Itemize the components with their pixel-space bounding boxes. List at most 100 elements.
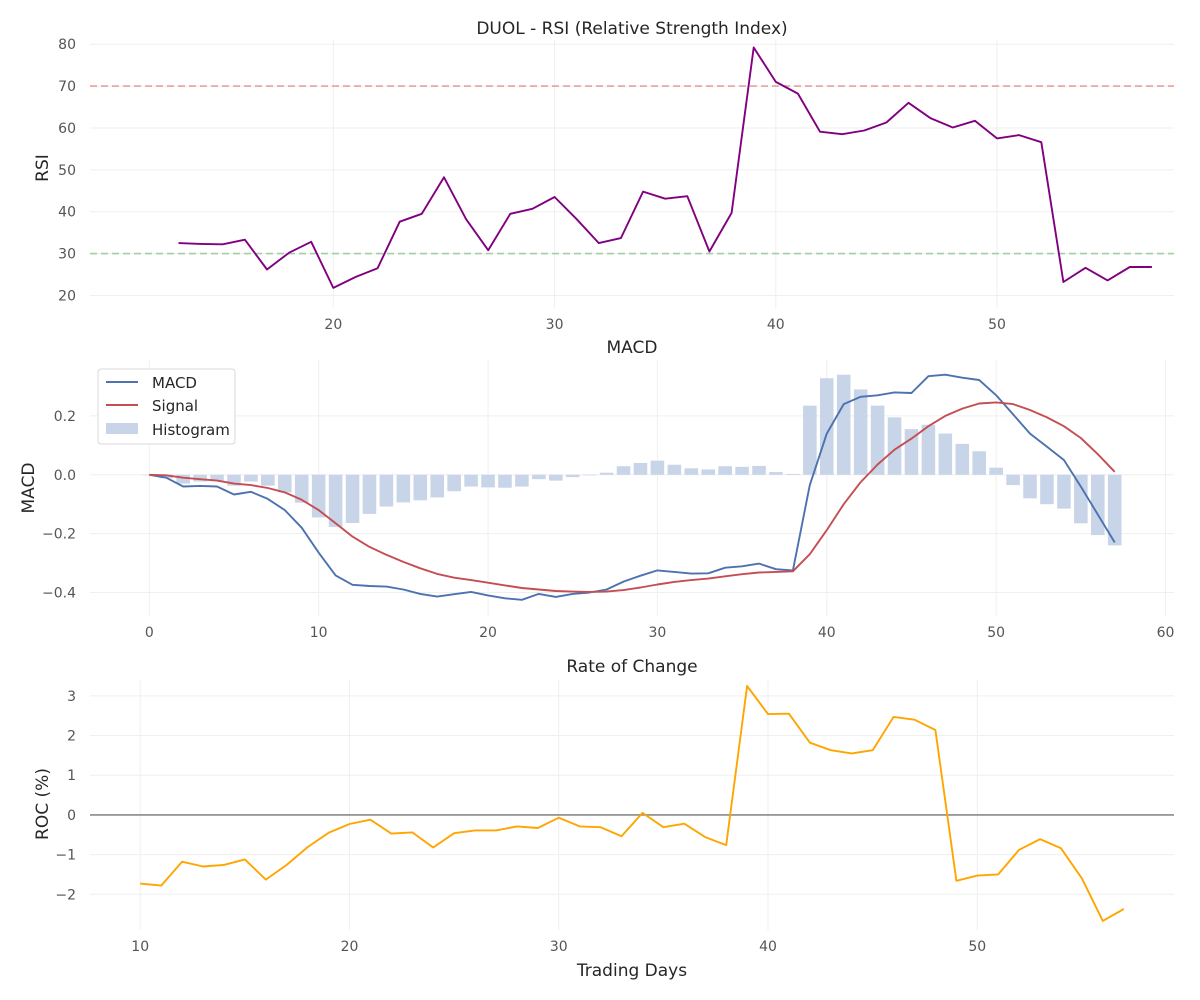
rsi-data-point	[1151, 266, 1153, 268]
rsi-data-point	[708, 250, 710, 252]
macd-data-point	[673, 571, 675, 573]
roc-panel: 10 20 30 40 50 −2 −1 0 1 2 3 Rate of Change ROC (%…	[33, 657, 1174, 981]
macd-data-point	[961, 377, 963, 379]
roc-data-point	[474, 829, 476, 831]
rsi-data-point	[885, 121, 887, 123]
macd-data-point	[436, 573, 438, 575]
roc-data-point	[307, 846, 309, 848]
rsi-data-point	[288, 252, 290, 254]
macd-histogram-bar	[565, 474, 580, 478]
roc-data-point	[1081, 877, 1083, 879]
macd-histogram-bar	[718, 466, 732, 475]
macd-data-point	[1012, 413, 1014, 415]
roc-series	[139, 685, 1125, 922]
roc-data-point	[767, 713, 769, 715]
macd-histogram-bar	[701, 469, 715, 475]
macd-data-point	[826, 433, 828, 435]
macd-histogram-bar	[328, 474, 343, 527]
macd-data-point	[944, 415, 946, 417]
roc-data-point	[893, 716, 895, 718]
macd-data-point	[572, 593, 574, 595]
macd-data-point	[199, 478, 201, 480]
macd-y-tick-label: 0.2	[54, 409, 76, 425]
macd-histogram-bar	[362, 474, 377, 514]
macd-data-point	[555, 590, 557, 592]
macd-histogram-bar	[1023, 474, 1037, 499]
macd-data-point	[639, 575, 641, 577]
macd-histogram-bar	[989, 467, 1003, 475]
rsi-data-point	[664, 198, 666, 200]
macd-x-tick-label: 10	[310, 625, 328, 641]
roc-y-axis-label: ROC (%)	[33, 768, 53, 840]
rsi-data-point	[266, 268, 268, 270]
macd-data-point	[690, 579, 692, 581]
rsi-data-point	[1107, 279, 1109, 281]
macd-histogram-bar	[1107, 474, 1122, 546]
macd-data-point	[1063, 425, 1065, 427]
roc-data-point	[139, 883, 141, 885]
macd-data-point	[775, 571, 777, 573]
macd-histogram-bar	[345, 474, 360, 524]
macd-data-point	[301, 499, 303, 501]
macd-histogram-bar	[836, 374, 851, 475]
macd-data-point	[572, 591, 574, 593]
macd-data-point	[182, 477, 184, 479]
macd-data-point	[504, 597, 506, 599]
macd-data-point	[978, 379, 980, 381]
rsi-data-point	[819, 131, 821, 133]
macd-histogram-bar	[447, 474, 461, 492]
macd-histogram-bar	[582, 474, 597, 476]
macd-data-point	[216, 486, 218, 488]
roc-data-point	[914, 719, 916, 721]
roc-y-tick-label: 2	[67, 729, 76, 745]
rsi-x-tick-label: 50	[988, 317, 1006, 333]
roc-data-point	[160, 885, 162, 887]
macd-data-point	[606, 589, 608, 591]
macd-histogram-bar	[735, 466, 749, 475]
macd-data-point	[623, 589, 625, 591]
macd-histogram-bar	[1074, 474, 1088, 524]
rsi-data-point	[1040, 141, 1042, 143]
rsi-data-point	[731, 212, 733, 214]
rsi-data-point	[841, 133, 843, 135]
legend-histogram-label: Histogram	[152, 421, 230, 439]
macd-data-point	[1097, 453, 1099, 455]
rsi-data-point	[598, 242, 600, 244]
macd-data-point	[318, 552, 320, 554]
rsi-data-point	[465, 218, 467, 220]
macd-data-point	[995, 401, 997, 403]
macd-data-point	[673, 581, 675, 583]
macd-panel: 0 10 20 30 40 50 60 −0.4 −0.2 0.0 0.2 MACD MACD MA…	[19, 338, 1174, 641]
rsi-data-point	[974, 120, 976, 122]
rsi-y-tick-label: 40	[58, 205, 76, 221]
macd-data-point	[843, 403, 845, 405]
macd-data-point	[538, 593, 540, 595]
roc-series-line-0	[140, 685, 1125, 922]
rsi-data-point	[222, 243, 224, 245]
macd-data-point	[877, 463, 879, 465]
rsi-data-point	[377, 267, 379, 269]
macd-data-point	[877, 394, 879, 396]
rsi-panel: 20 30 40 50 20 30 40 50 60 70 80 DUOL - RSI (Relat…	[33, 19, 1174, 333]
macd-histogram-bar	[684, 468, 699, 475]
roc-y-tick-label: 3	[67, 689, 76, 705]
roc-data-point	[746, 685, 748, 687]
macd-x-tick-label: 50	[987, 625, 1005, 641]
macd-data-point	[368, 546, 370, 548]
roc-data-point	[934, 729, 936, 731]
roc-data-point	[516, 825, 518, 827]
rsi-data-point	[531, 208, 533, 210]
macd-x-tick-label: 0	[145, 625, 154, 641]
roc-x-axis-label: Trading Days	[576, 961, 687, 981]
roc-data-point	[202, 866, 204, 868]
macd-data-point	[555, 596, 557, 598]
macd-data-point	[335, 522, 337, 524]
macd-data-point	[1046, 416, 1048, 418]
macd-data-point	[1029, 433, 1031, 435]
rsi-data-point	[310, 241, 312, 243]
macd-data-point	[758, 571, 760, 573]
macd-data-point	[402, 589, 404, 591]
macd-data-point	[368, 585, 370, 587]
macd-x-tick-label: 20	[479, 625, 497, 641]
macd-histogram-bar	[769, 472, 783, 475]
